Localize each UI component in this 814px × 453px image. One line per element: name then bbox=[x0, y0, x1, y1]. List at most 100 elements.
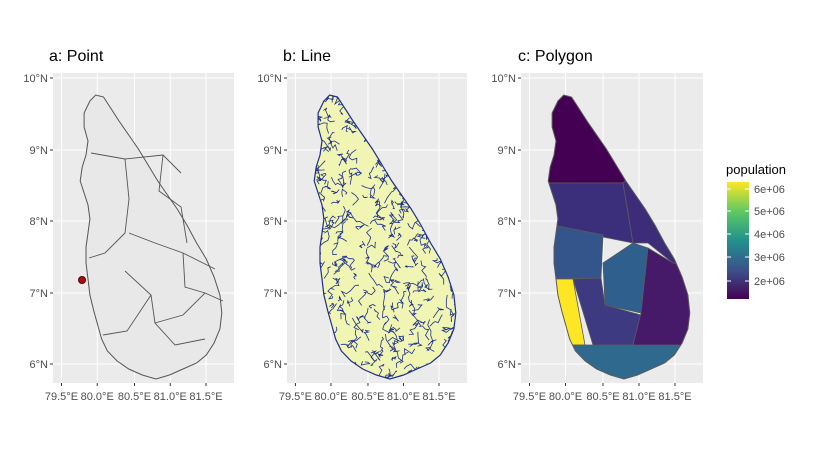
river-line bbox=[341, 149, 351, 165]
river-line bbox=[380, 374, 390, 379]
river-line bbox=[332, 277, 341, 285]
river-line bbox=[343, 260, 356, 271]
river-line bbox=[373, 308, 381, 320]
river-line bbox=[392, 242, 400, 249]
river-line bbox=[337, 235, 348, 242]
river-line bbox=[392, 330, 399, 346]
river-line bbox=[372, 215, 385, 221]
river-line bbox=[370, 350, 378, 362]
river-line bbox=[373, 219, 386, 231]
legend-colorbar bbox=[727, 182, 749, 299]
y-tick-label: 6°N bbox=[30, 359, 49, 371]
river-line bbox=[395, 354, 406, 368]
river-line bbox=[391, 213, 404, 224]
river-line bbox=[382, 305, 390, 326]
legend-label: 6e+06 bbox=[754, 184, 785, 196]
y-tick-label: 9°N bbox=[264, 145, 283, 157]
river-line bbox=[387, 368, 395, 379]
river-line bbox=[331, 189, 340, 195]
river-line bbox=[322, 95, 336, 101]
river-line bbox=[425, 347, 435, 352]
river-line bbox=[336, 153, 346, 162]
river-line bbox=[348, 172, 363, 178]
province-boundary bbox=[88, 158, 130, 259]
river-line bbox=[365, 248, 370, 264]
river-line bbox=[382, 288, 392, 293]
river-line bbox=[355, 224, 365, 230]
river-line bbox=[363, 286, 376, 296]
river-line bbox=[337, 295, 343, 302]
river-line bbox=[408, 246, 419, 263]
river-line bbox=[392, 257, 399, 271]
river-line bbox=[328, 219, 335, 230]
river-line bbox=[389, 268, 398, 286]
river-line bbox=[388, 233, 396, 239]
river-line bbox=[408, 342, 419, 348]
y-tick-label: 7°N bbox=[264, 288, 283, 300]
river-line bbox=[411, 255, 419, 267]
river-line bbox=[321, 96, 334, 102]
river-line bbox=[350, 329, 358, 348]
river-line bbox=[348, 149, 358, 164]
river-line bbox=[341, 124, 348, 133]
river-line bbox=[347, 339, 358, 349]
river-line bbox=[362, 195, 368, 199]
river-line bbox=[337, 221, 346, 242]
x-tick-label: 80.5°E bbox=[118, 391, 151, 403]
river-line bbox=[338, 300, 345, 312]
river-line bbox=[329, 142, 338, 151]
river-line bbox=[368, 166, 374, 180]
legend-label: 2e+06 bbox=[754, 276, 785, 288]
river-line bbox=[340, 284, 360, 298]
river-line bbox=[333, 261, 344, 275]
y-tick-label: 6°N bbox=[498, 359, 517, 371]
river-line bbox=[329, 302, 335, 309]
x-tick-label: 81.0°E bbox=[387, 391, 420, 403]
river-line bbox=[426, 339, 437, 351]
legend-label: 4e+06 bbox=[754, 229, 785, 241]
river-line bbox=[466, 198, 476, 215]
river-line bbox=[351, 317, 364, 333]
river-line bbox=[368, 272, 384, 288]
river-line bbox=[404, 348, 416, 355]
map-panel-line: 10°N 9°N 8°N 7°N 6°N 79.5°E 80.0°E 80.5°E 81.0°E… bbox=[257, 73, 476, 403]
river-line bbox=[393, 226, 401, 235]
river-line bbox=[323, 266, 331, 279]
river-line bbox=[468, 153, 472, 164]
river-line bbox=[382, 175, 388, 186]
river-line bbox=[345, 121, 357, 129]
river-line bbox=[332, 242, 339, 256]
map-panel-point: 10°N 9°N 8°N 7°N 6°N 79.5°E 80.0°E 80.5°E 81.0°E… bbox=[23, 73, 234, 403]
river-line bbox=[402, 282, 411, 291]
legend: 6e+06 5e+06 4e+06 3e+06 2e+06 bbox=[727, 182, 785, 299]
river-line bbox=[374, 198, 382, 207]
river-line bbox=[347, 297, 354, 307]
river-line bbox=[318, 172, 327, 182]
river-line bbox=[408, 323, 419, 335]
river-line bbox=[467, 271, 472, 281]
river-line bbox=[384, 186, 397, 204]
river-line bbox=[351, 192, 360, 206]
river-line bbox=[319, 230, 330, 247]
river-line bbox=[347, 336, 362, 348]
river-line bbox=[420, 321, 426, 325]
river-line bbox=[327, 114, 335, 123]
x-tick-label: 80.0°E bbox=[81, 391, 114, 403]
river-line bbox=[400, 201, 407, 219]
y-tick-label: 8°N bbox=[498, 216, 517, 228]
river-line bbox=[432, 307, 444, 319]
river-line bbox=[375, 201, 383, 219]
river-line bbox=[388, 214, 395, 225]
river-line bbox=[388, 327, 401, 333]
x-tick-label: 81.0°E bbox=[154, 391, 187, 403]
river-line bbox=[358, 315, 366, 321]
river-line bbox=[380, 336, 385, 352]
river-line bbox=[394, 201, 405, 206]
river-line bbox=[389, 278, 402, 284]
province-boundary bbox=[128, 232, 216, 270]
country-outline bbox=[547, 94, 691, 380]
river-line bbox=[391, 355, 397, 361]
river-line bbox=[330, 199, 341, 205]
river-line bbox=[366, 241, 377, 249]
river-line bbox=[341, 188, 348, 197]
